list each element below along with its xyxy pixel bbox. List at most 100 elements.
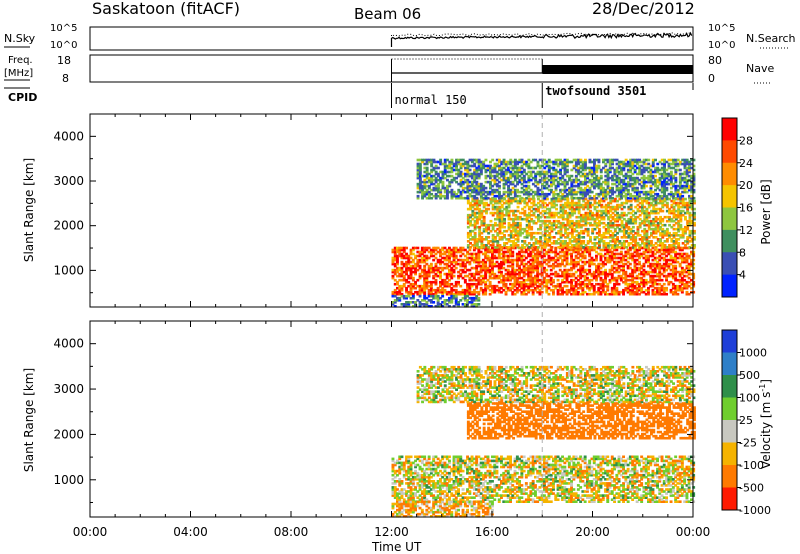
echo-cell (668, 236, 671, 239)
echo-cell (500, 270, 503, 274)
echo-cell (581, 254, 585, 258)
echo-cell (635, 252, 639, 256)
echo-cell (554, 270, 558, 274)
echo-cell (573, 244, 577, 247)
echo-cell (615, 248, 619, 252)
echo-cell (506, 288, 510, 292)
echo-cell (556, 192, 560, 196)
echo-cell (470, 188, 474, 192)
echo-cell (683, 258, 687, 262)
echo-cell (513, 284, 517, 288)
echo-cell (473, 227, 477, 231)
echo-cell (473, 170, 477, 174)
echo-cell (416, 292, 420, 296)
echo-cell (418, 166, 422, 170)
echo-cell (429, 280, 433, 284)
echo-cell (500, 215, 504, 219)
echo-cell (647, 248, 650, 252)
echo-cell (624, 184, 628, 188)
echo-cell (581, 266, 585, 270)
echo-cell (608, 248, 612, 252)
echo-cell (423, 186, 427, 190)
echo-cell (552, 178, 556, 182)
echo-cell (568, 178, 571, 182)
echo-cell (686, 219, 690, 223)
echo-cell (537, 246, 540, 249)
echo-cell (466, 166, 470, 170)
echo-cell (661, 203, 665, 207)
echo-cell (650, 240, 653, 243)
echo-cell (423, 254, 427, 258)
echo-cell (543, 158, 547, 162)
echo-cell (631, 238, 635, 241)
echo-cell (557, 219, 561, 223)
echo-cell (409, 290, 413, 294)
echo-cell (561, 280, 564, 284)
echo-cell (475, 284, 479, 288)
echo-cell (434, 186, 438, 190)
echo-cell (607, 229, 610, 233)
echo-cell (482, 188, 486, 192)
echo-cell (563, 172, 567, 176)
echo-cell (393, 278, 397, 282)
echo-cell (479, 274, 483, 278)
echo-cell (529, 174, 533, 178)
echo-cell (597, 262, 601, 266)
echo-cell (590, 286, 594, 290)
echo-cell (468, 192, 472, 196)
echo-cell (677, 221, 681, 225)
echo-cell (671, 282, 675, 286)
echo-cell (445, 290, 449, 294)
echo-cell (475, 158, 479, 162)
echo-cell (469, 231, 472, 235)
echo-cell (543, 201, 547, 205)
echo-cell (434, 170, 438, 174)
echo-cell (522, 176, 526, 180)
echo-cell (611, 225, 615, 229)
echo-cell (409, 288, 413, 292)
echo-cell (461, 270, 465, 274)
echo-cell (616, 211, 619, 215)
echo-cell (416, 262, 420, 266)
echo-cell (485, 229, 488, 233)
echo-cell (489, 190, 492, 194)
echo-cell (654, 203, 658, 207)
echo-cell (627, 225, 631, 229)
echo-cell (552, 288, 555, 292)
echo-cell (416, 264, 420, 268)
echo-cell (486, 254, 490, 258)
echo-cell (592, 284, 596, 288)
echo-cell (674, 234, 678, 237)
echo-cell (429, 290, 433, 294)
echo-cell (541, 190, 544, 194)
echo-cell (480, 211, 484, 215)
echo-cell (595, 274, 598, 278)
echo-cell (602, 242, 606, 245)
echo-cell (559, 197, 563, 201)
echo-cell (677, 238, 681, 241)
echo-cell (503, 207, 506, 211)
echo-cell (636, 229, 640, 233)
echo-cell (398, 250, 402, 254)
echo-cell (511, 270, 515, 274)
echo-cell (518, 180, 522, 184)
echo-cell (425, 162, 429, 166)
echo-cell (604, 231, 608, 235)
echo-cell (479, 196, 483, 200)
echo-cell (427, 280, 431, 284)
echo-cell (416, 182, 420, 186)
echo-cell (670, 219, 674, 223)
echo-cell (480, 201, 484, 205)
echo-cell (622, 194, 626, 198)
echo-cell (472, 252, 476, 256)
echo-cell (558, 254, 562, 258)
echo-cell (647, 201, 651, 205)
echo-cell (581, 166, 585, 170)
echo-cell (552, 284, 555, 288)
echo-cell (619, 258, 623, 262)
echo-cell (469, 246, 472, 249)
echo-cell (503, 213, 506, 217)
echo-cell (577, 240, 581, 243)
echo-cell (622, 280, 625, 284)
echo-cell (531, 194, 535, 198)
